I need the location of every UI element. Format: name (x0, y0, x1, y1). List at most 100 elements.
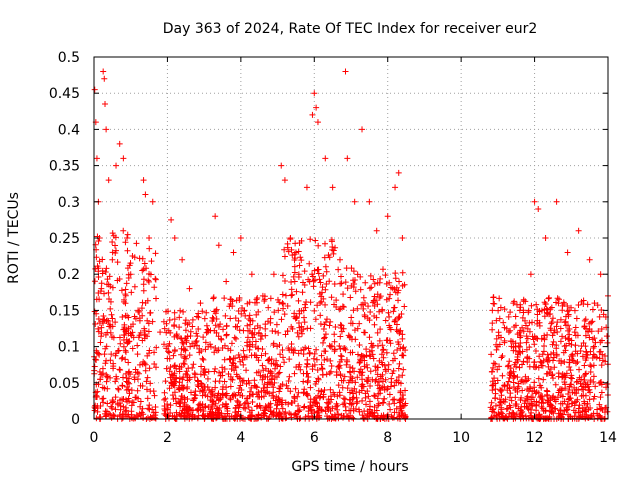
data-point (202, 369, 209, 376)
data-point (341, 413, 348, 420)
data-point (119, 410, 126, 417)
data-point (255, 389, 262, 396)
data-point (588, 363, 595, 370)
data-point (507, 309, 514, 316)
data-point (595, 328, 602, 335)
data-point (587, 405, 594, 412)
data-point (287, 235, 294, 241)
data-point (138, 305, 145, 312)
data-point (273, 374, 280, 381)
data-point (119, 396, 126, 403)
data-point (132, 394, 139, 401)
data-point (137, 403, 144, 410)
data-point (186, 352, 193, 359)
data-point (279, 272, 286, 279)
data-point (379, 378, 386, 385)
data-point (102, 408, 109, 415)
data-point (235, 308, 242, 315)
data-point (95, 328, 102, 335)
data-point (591, 343, 598, 350)
data-point (505, 313, 512, 320)
data-point (131, 283, 138, 290)
data-point (512, 387, 519, 394)
data-point (124, 247, 131, 254)
data-point (495, 410, 502, 417)
data-point (553, 299, 560, 306)
data-point (232, 392, 239, 399)
data-point (96, 258, 103, 265)
data-point (247, 321, 254, 328)
data-point (284, 302, 291, 309)
data-point (128, 408, 135, 415)
data-point (533, 301, 540, 308)
data-point (579, 408, 586, 415)
data-point (552, 381, 559, 388)
data-point (112, 242, 119, 249)
data-point (373, 227, 380, 234)
data-point (400, 366, 407, 373)
data-point (561, 343, 568, 350)
data-point (545, 397, 552, 404)
data-point (279, 405, 286, 412)
data-point (219, 401, 226, 408)
data-point (313, 346, 320, 353)
data-point (107, 305, 114, 312)
data-point (386, 313, 393, 320)
data-point (248, 384, 255, 391)
data-point (317, 312, 324, 319)
data-point (102, 345, 109, 352)
data-point (590, 344, 597, 351)
data-point (349, 390, 356, 397)
data-point (348, 401, 355, 408)
data-point (232, 405, 239, 412)
data-point (279, 397, 286, 404)
data-point (244, 400, 251, 407)
data-point (322, 155, 329, 162)
data-point (307, 325, 314, 332)
data-point (273, 405, 280, 412)
data-point (304, 391, 311, 398)
data-point (183, 368, 190, 375)
data-point (138, 409, 145, 416)
data-point (161, 396, 168, 403)
data-point (397, 345, 404, 352)
data-point (360, 301, 367, 308)
data-point (132, 369, 139, 376)
data-point (267, 368, 274, 375)
data-point (152, 250, 159, 257)
data-point (292, 410, 299, 417)
data-point (549, 341, 556, 348)
data-point (596, 313, 603, 320)
data-point (201, 315, 208, 322)
data-point (374, 371, 381, 378)
data-point (212, 378, 219, 385)
data-point (371, 403, 378, 410)
data-point (110, 363, 117, 370)
data-point (515, 343, 522, 350)
data-point (181, 407, 188, 414)
data-point (352, 379, 359, 386)
data-point (586, 256, 593, 263)
data-point (354, 398, 361, 405)
data-point (167, 402, 174, 409)
data-point (209, 388, 216, 395)
data-point (144, 374, 151, 381)
data-point (376, 357, 383, 364)
data-point (589, 318, 596, 325)
data-point (100, 68, 107, 75)
data-point (400, 344, 407, 351)
data-point (344, 155, 351, 162)
data-point (560, 299, 567, 306)
data-point (356, 341, 363, 348)
data-point (219, 344, 226, 351)
data-point (382, 366, 389, 373)
data-point (242, 405, 249, 412)
data-point (232, 315, 239, 322)
data-point (228, 365, 235, 372)
data-point (533, 402, 540, 409)
data-point (105, 281, 112, 288)
data-point (511, 324, 518, 331)
data-point (317, 320, 324, 327)
data-point (170, 352, 177, 359)
data-point (298, 347, 305, 354)
